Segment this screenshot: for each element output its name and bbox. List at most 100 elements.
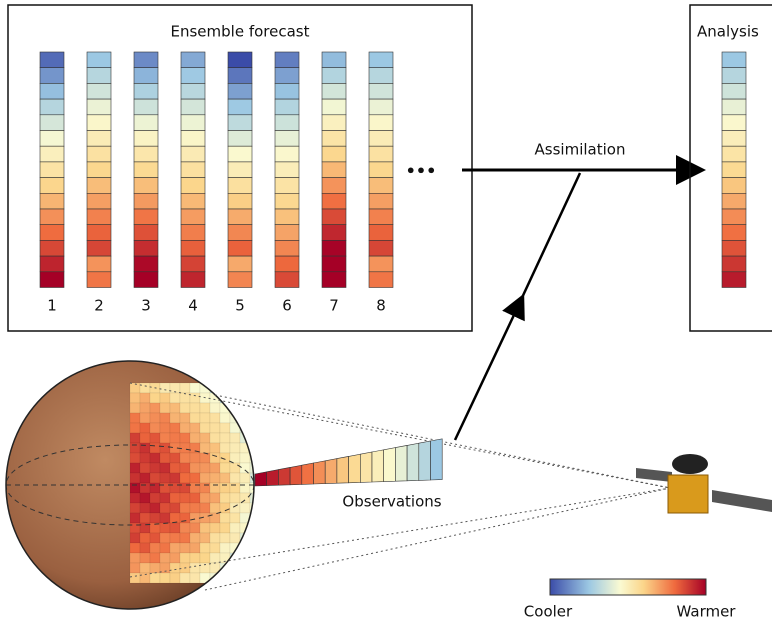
heat-cell: [189, 572, 201, 584]
cell: [86, 145, 112, 163]
cell: [39, 114, 65, 131]
heat-cell: [209, 422, 221, 434]
ensemble-box: [7, 4, 473, 332]
heat-cell: [209, 462, 221, 474]
cell: [86, 240, 112, 257]
cell: [321, 98, 347, 116]
cell: [180, 255, 206, 273]
cell: [321, 130, 347, 147]
heat-cell: [159, 492, 171, 504]
cell: [227, 255, 253, 273]
heat-cell: [199, 432, 211, 444]
cell: [133, 83, 159, 100]
heat-cell: [129, 452, 141, 464]
heat-cell: [149, 432, 161, 444]
cell: [721, 145, 747, 163]
heat-cell: [139, 452, 151, 464]
heat-cell: [159, 382, 171, 394]
heat-cell: [219, 532, 231, 544]
heat-cell: [139, 422, 151, 434]
cell: [39, 51, 65, 68]
cell: [227, 51, 253, 68]
cell: [321, 83, 347, 100]
heat-cell: [209, 522, 221, 534]
heat-cell: [219, 422, 231, 434]
heat-cell: [189, 432, 201, 444]
observation-strip: [254, 438, 443, 487]
heat-cell: [249, 512, 254, 524]
heat-cell: [129, 552, 141, 564]
heat-cell: [159, 532, 171, 544]
cell: [180, 177, 206, 194]
heat-cell: [199, 522, 211, 534]
heat-cell: [229, 512, 241, 524]
heat-cell: [219, 412, 231, 424]
heat-cell: [169, 462, 181, 474]
heat-cell: [239, 462, 251, 474]
heat-cell: [149, 472, 161, 484]
cell: [39, 98, 65, 116]
heat-cell: [139, 382, 151, 394]
heat-cell: [139, 472, 151, 484]
heat-cell: [179, 462, 191, 474]
cell: [368, 240, 394, 257]
member-label: 1: [47, 297, 57, 315]
heat-cell: [239, 562, 251, 574]
cell: [86, 83, 112, 100]
cell: [39, 161, 65, 178]
heat-cell: [169, 552, 181, 564]
heat-cell: [159, 522, 171, 534]
cell: [39, 271, 65, 288]
view-lines: [129, 382, 671, 591]
heat-cell: [229, 472, 241, 484]
heat-cell: [169, 502, 181, 514]
cell: [274, 240, 300, 257]
heat-cell: [229, 462, 241, 474]
heat-cell: [159, 472, 171, 484]
heat-cell: [189, 422, 201, 434]
heat-cell: [159, 452, 171, 464]
colorbar: [549, 578, 707, 596]
heat-cell: [199, 412, 211, 424]
heat-cell: [249, 432, 254, 444]
heat-cell: [189, 452, 201, 464]
heat-cell: [149, 512, 161, 524]
obs-cell: [254, 471, 268, 487]
heat-cell: [139, 532, 151, 544]
cell: [227, 224, 253, 241]
heat-cell: [169, 512, 181, 524]
heat-cell: [239, 412, 251, 424]
heat-cell: [169, 472, 181, 484]
heat-cell: [179, 442, 191, 454]
heat-cell: [229, 562, 241, 574]
heat-cell: [199, 462, 211, 474]
obs-cell: [371, 449, 385, 483]
cell: [180, 161, 206, 178]
heat-cell: [139, 462, 151, 474]
heat-cell: [189, 542, 201, 554]
cell: [274, 177, 300, 194]
heat-cell: [159, 422, 171, 434]
mars-outline: [5, 360, 255, 610]
heat-cell: [129, 402, 141, 414]
cell: [86, 255, 112, 273]
cell: [321, 255, 347, 273]
cell: [274, 130, 300, 147]
cell: [721, 255, 747, 273]
heat-cell: [149, 452, 161, 464]
heat-cell: [159, 432, 171, 444]
heat-cell: [219, 432, 231, 444]
heat-cell: [179, 432, 191, 444]
obs-cell: [278, 467, 291, 486]
heat-cell: [239, 502, 251, 514]
heat-cell: [149, 442, 161, 454]
cell: [39, 177, 65, 194]
member-label: 4: [188, 297, 198, 315]
member-label: 5: [235, 297, 245, 315]
heat-cell: [179, 552, 191, 564]
cell: [133, 193, 159, 210]
heat-cell: [179, 392, 191, 404]
cell: [368, 224, 394, 241]
cell: [86, 224, 112, 241]
cell: [86, 177, 112, 194]
